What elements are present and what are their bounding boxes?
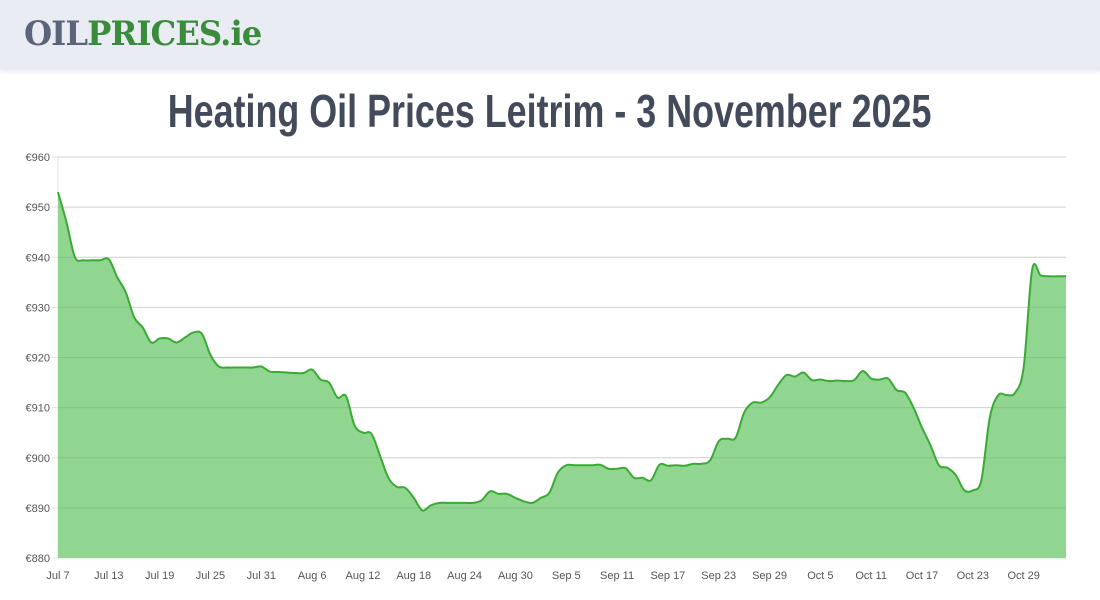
x-tick-label: Jul 25 — [196, 570, 225, 582]
x-tick-label: Jul 13 — [94, 570, 123, 582]
x-tick-label: Oct 5 — [807, 570, 833, 582]
x-tick-label: Oct 23 — [957, 570, 989, 582]
page-title: Heating Oil Prices Leitrim - 3 November … — [168, 85, 932, 137]
y-tick-label: €910 — [26, 403, 50, 415]
x-tick-label: Sep 5 — [552, 570, 581, 582]
x-tick-label: Aug 6 — [298, 570, 327, 582]
x-tick-label: Aug 18 — [396, 570, 431, 582]
x-tick-label: Jul 19 — [145, 570, 174, 582]
x-tick-label: Aug 24 — [447, 570, 482, 582]
x-tick-label: Aug 12 — [346, 570, 381, 582]
y-tick-label: €890 — [26, 503, 50, 515]
x-tick-label: Oct 11 — [855, 570, 887, 582]
y-tick-label: €900 — [26, 453, 50, 465]
x-tick-label: Aug 30 — [498, 570, 533, 582]
x-tick-label: Sep 29 — [752, 570, 787, 582]
y-tick-label: €960 — [26, 152, 50, 164]
price-line — [57, 191, 1066, 512]
y-tick-label: €940 — [26, 252, 50, 264]
y-tick-label: €930 — [26, 302, 50, 314]
site-logo[interactable]: OILPRICES.ie — [24, 14, 262, 54]
y-tick-label: €880 — [26, 553, 50, 565]
x-tick-label: Jul 31 — [247, 570, 276, 582]
x-tick-label: Sep 17 — [650, 570, 685, 582]
x-tick-label: Sep 11 — [600, 570, 634, 582]
x-tick-label: Oct 29 — [1007, 570, 1039, 582]
x-tick-label: Jul 7 — [46, 570, 69, 582]
x-tick-label: Sep 23 — [701, 570, 736, 582]
x-tick-label: Oct 17 — [906, 570, 938, 582]
y-tick-label: €950 — [26, 202, 50, 214]
site-header: OILPRICES.ie — [0, 0, 1100, 70]
price-area — [58, 192, 1066, 558]
y-tick-label: €920 — [26, 353, 50, 365]
